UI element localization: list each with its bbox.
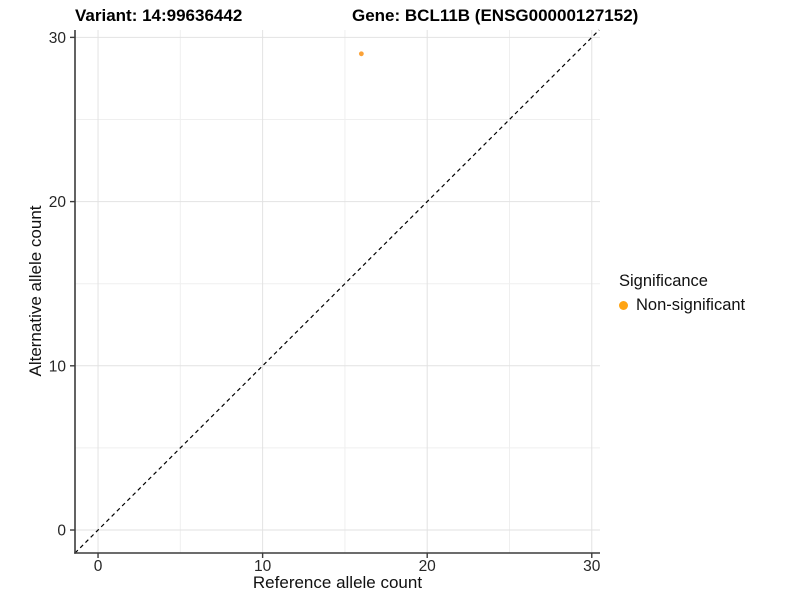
y-tick-label: 0	[57, 523, 66, 540]
y-axis-title: Alternative allele count	[26, 205, 45, 377]
plot-title-gene: Gene: BCL11B (ENSG00000127152)	[352, 6, 639, 25]
legend-item-non-significant: Non-significant	[619, 296, 745, 315]
legend: Significance Non-significant	[619, 272, 745, 315]
y-tick-label: 30	[49, 30, 67, 47]
x-tick-label: 30	[583, 558, 601, 575]
plot-title-variant: Variant: 14:99636442	[75, 6, 243, 25]
y-tick-label: 20	[49, 194, 67, 211]
legend-title: Significance	[619, 272, 708, 290]
data-point	[358, 51, 364, 57]
x-tick-label: 0	[94, 558, 103, 575]
legend-item-label: Non-significant	[636, 296, 746, 314]
x-tick-label: 10	[254, 558, 272, 575]
y-tick-label: 10	[49, 358, 67, 375]
identity-line	[74, 29, 600, 554]
x-tick-label: 20	[419, 558, 437, 575]
point-swatch-icon	[619, 301, 628, 310]
x-axis-title: Reference allele count	[252, 573, 423, 592]
